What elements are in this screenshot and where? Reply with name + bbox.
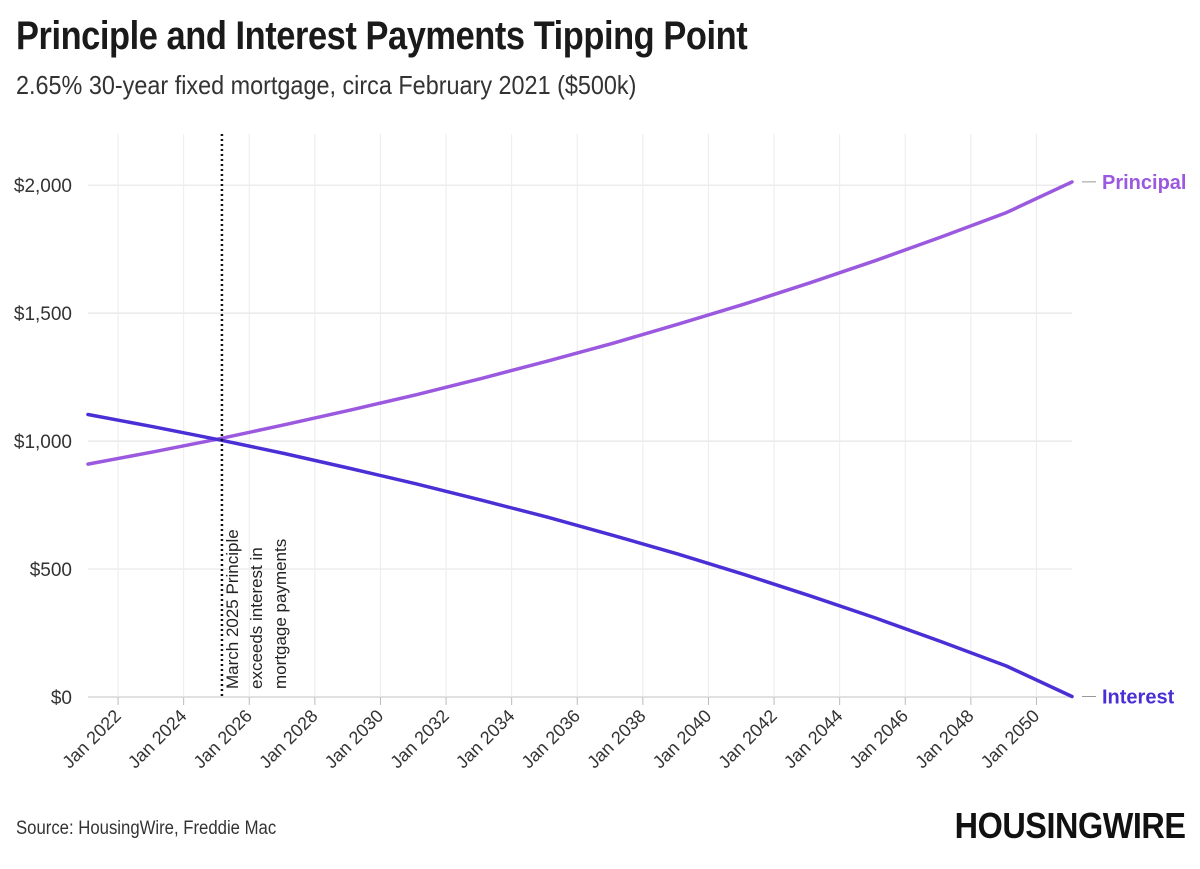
x-tick-label: Jan 2032 (386, 706, 453, 773)
chart-title: Principle and Interest Payments Tipping … (16, 14, 748, 58)
y-tick-label: $2,000 (14, 176, 72, 197)
x-tick-label: Jan 2048 (911, 706, 978, 773)
x-tick-label: Jan 2044 (780, 706, 847, 773)
y-tick-label: $1,500 (14, 304, 72, 325)
y-tick-label: $1,000 (14, 432, 72, 453)
x-tick-label: Jan 2036 (518, 706, 585, 773)
x-tick-label: Jan 2046 (846, 706, 913, 773)
x-tick-label: Jan 2024 (124, 706, 191, 773)
line-chart: $0$500$1,000$1,500$2,000 Jan 2022 Jan 202… (14, 134, 1186, 773)
annotation-text-line: exceeds interest in (247, 547, 266, 689)
x-tick-label: Jan 2030 (321, 706, 388, 773)
housingwire-logo: HOUSINGWIRE (955, 805, 1186, 846)
series-lines (86, 180, 1074, 699)
series-line-principal (86, 180, 1074, 466)
y-tick-label: $0 (51, 688, 72, 709)
x-tick-label: Jan 2034 (452, 706, 519, 773)
series-end-labels: Principal Interest (1082, 172, 1186, 708)
annotation-text-line: mortgage payments (271, 539, 290, 689)
y-axis-ticks: $0 $500 $1,000 $1,500 $2,000 (14, 176, 72, 709)
source-note: Source: HousingWire, Freddie Mac (16, 818, 277, 839)
x-tick-label: Jan 2026 (190, 706, 257, 773)
x-tick-label: Jan 2042 (714, 706, 781, 773)
series-label-interest: Interest (1102, 686, 1175, 708)
series-label-principal: Principal (1102, 172, 1186, 194)
gridlines (88, 134, 1072, 705)
chart-subtitle: 2.65% 30-year fixed mortgage, circa Febr… (16, 70, 637, 100)
series-line-interest (86, 412, 1074, 699)
x-axis-ticks: Jan 2022 Jan 2024 Jan 2026 Jan 2028 Jan 2030… (58, 706, 1043, 773)
x-tick-label: Jan 2040 (649, 706, 716, 773)
annotation: March 2025 Principle exceeds interest in m… (220, 134, 290, 697)
x-tick-label: Jan 2022 (58, 706, 125, 773)
annotation-text-line: March 2025 Principle (223, 529, 242, 689)
x-tick-label: Jan 2050 (977, 706, 1044, 773)
x-tick-label: Jan 2028 (255, 706, 322, 773)
x-tick-label: Jan 2038 (583, 706, 650, 773)
y-tick-label: $500 (30, 560, 72, 581)
